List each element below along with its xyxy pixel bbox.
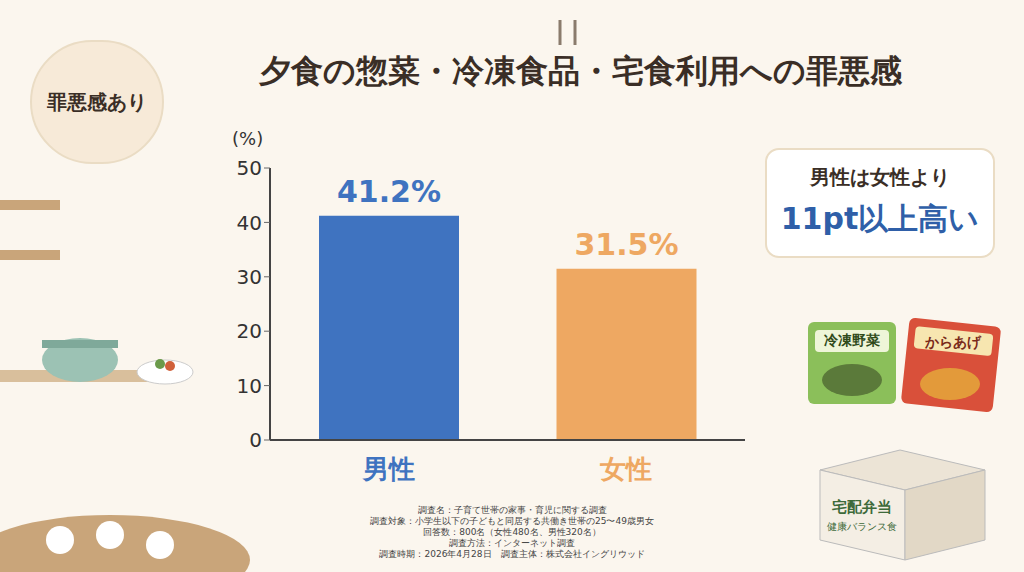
html-text:男性は女性より: 男性は女性より — [810, 165, 950, 189]
svg-text:0: 0 — [249, 428, 262, 452]
html-text:罪悪感あり: 罪悪感あり — [47, 89, 147, 114]
svg-text:10: 10 — [237, 374, 262, 398]
svg-text:50: 50 — [237, 156, 262, 180]
svg-text:女性: 女性 — [599, 454, 652, 484]
svg-text:男性: 男性 — [362, 454, 415, 484]
html-text:からあげ: からあげ — [925, 334, 981, 350]
html-text:夕食の惣菜・冷凍食品・宅食利用への罪悪感: 夕食の惣菜・冷凍食品・宅食利用への罪悪感 — [258, 52, 902, 90]
svg-text:20: 20 — [237, 319, 262, 343]
html-text:調査名：子育て世帯の家事・育児に関する調査: 調査名：子育て世帯の家事・育児に関する調査 — [417, 505, 607, 515]
html-text:調査時期：2026年4月28日 調査主体：株式会社イングリウ: 調査時期：2026年4月28日 調査主体：株式会社イングリウッド — [379, 549, 645, 559]
svg-text:41.2%: 41.2% — [337, 174, 441, 209]
html-text:健康バランス食: 健康バランス食 — [827, 521, 897, 532]
svg-text:30: 30 — [237, 265, 262, 289]
svg-text:31.5%: 31.5% — [574, 227, 678, 262]
html-text:調査方法：インターネット調査: 調査方法：インターネット調査 — [449, 538, 575, 548]
html-text:冷凍野菜: 冷凍野菜 — [824, 332, 880, 348]
html-text:11pt以上高い: 11pt以上高い — [780, 201, 980, 236]
html-text:回答数：800名（女性480名、男性320名）: 回答数：800名（女性480名、男性320名） — [423, 527, 601, 537]
html-text:調査対象：小学生以下の子どもと同居する共働き世帯の25〜49: 調査対象：小学生以下の子どもと同居する共働き世帯の25〜49歳男女 — [370, 516, 654, 526]
svg-text:40: 40 — [237, 211, 262, 235]
html-text:宅配弁当: 宅配弁当 — [832, 498, 892, 516]
